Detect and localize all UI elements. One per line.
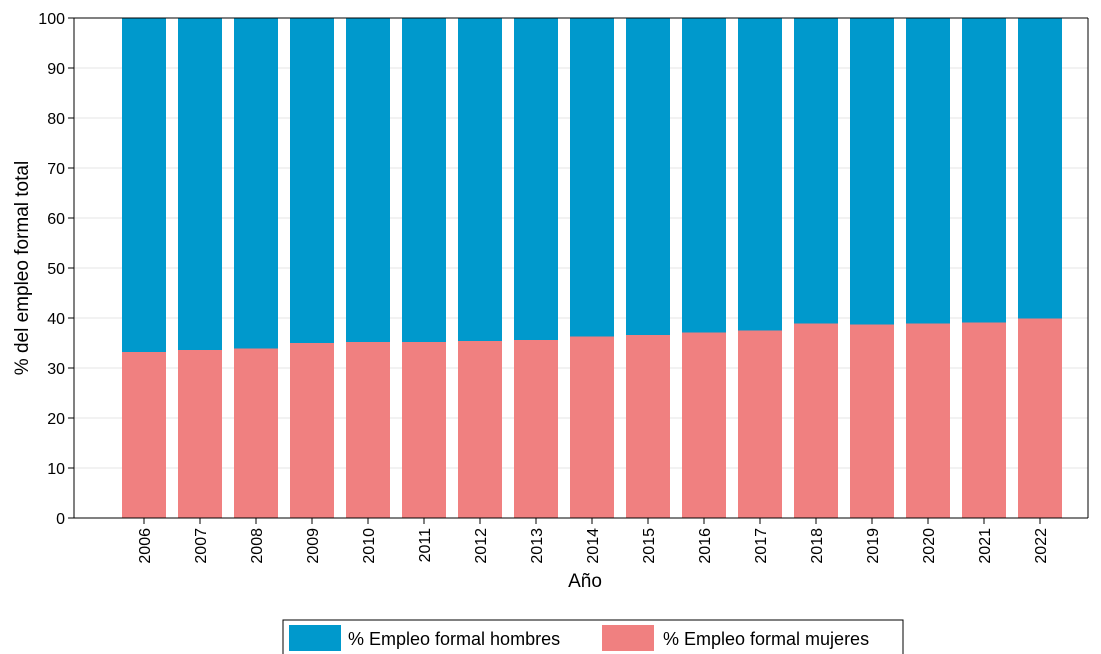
bar-mujeres-2019 [850, 324, 894, 518]
x-tick-label: 2018 [809, 528, 826, 564]
bar-hombres-2008 [234, 18, 278, 349]
bar-mujeres-2021 [962, 322, 1006, 518]
x-tick-label: 2008 [249, 528, 266, 564]
y-tick-label: 50 [47, 261, 65, 278]
bars [122, 18, 1062, 518]
bar-hombres-2009 [290, 18, 334, 343]
y-tick-label: 70 [47, 161, 65, 178]
x-tick-label: 2020 [921, 528, 938, 564]
y-tick-label: 30 [47, 361, 65, 378]
y-tick-label: 60 [47, 211, 65, 228]
x-tick-label: 2017 [753, 528, 770, 564]
bar-hombres-2010 [346, 18, 390, 342]
legend-box [282, 619, 904, 654]
x-axis-title: Año [568, 571, 602, 592]
bar-hombres-2020 [906, 18, 950, 324]
bar-hombres-2011 [402, 18, 446, 342]
y-tick-label: 10 [47, 461, 65, 478]
y-ticks: 0 10 20 30 40 50 60 70 80 90 100 [38, 11, 74, 528]
bar-mujeres-2011 [402, 342, 446, 518]
legend-swatch-hombres [289, 625, 341, 651]
x-tick-label: 2009 [305, 528, 322, 564]
bar-hombres-2017 [738, 18, 782, 331]
legend-label-hombres: % Empleo formal hombres [348, 629, 560, 649]
legend-swatch-mujeres [602, 625, 654, 651]
bar-hombres-2018 [794, 18, 838, 324]
x-ticks: 2006 2007 2008 2009 2010 2011 2012 2013 2014 2015… [137, 518, 1050, 564]
x-tick-label: 2010 [361, 528, 378, 564]
bar-mujeres-2012 [458, 341, 502, 518]
x-tick-label: 2015 [641, 528, 658, 564]
bar-hombres-2012 [458, 18, 502, 341]
bar-mujeres-2016 [682, 332, 726, 518]
bar-hombres-2016 [682, 18, 726, 333]
bar-mujeres-2022 [1018, 318, 1062, 518]
bar-mujeres-2007 [178, 350, 222, 518]
bar-hombres-2021 [962, 18, 1006, 323]
x-tick-label: 2012 [473, 528, 490, 564]
legend: % Empleo formal hombres % Empleo formal m… [282, 619, 904, 654]
bar-mujeres-2015 [626, 335, 670, 518]
x-tick-label: 2014 [585, 528, 602, 564]
x-tick-label: 2007 [193, 528, 210, 564]
y-axis-title: % del empleo formal total [12, 161, 33, 375]
bar-hombres-2013 [514, 18, 558, 340]
bar-mujeres-2009 [290, 343, 334, 518]
legend-label-mujeres: % Empleo formal mujeres [663, 629, 869, 649]
bar-mujeres-2014 [570, 336, 614, 518]
x-tick-label: 2022 [1033, 528, 1050, 564]
bar-hombres-2019 [850, 18, 894, 325]
y-tick-label: 80 [47, 111, 65, 128]
x-tick-label: 2011 [417, 528, 434, 563]
x-tick-label: 2019 [865, 528, 882, 564]
bar-hombres-2015 [626, 18, 670, 335]
bar-hombres-2006 [122, 18, 166, 352]
y-tick-label: 90 [47, 61, 65, 78]
bar-hombres-2022 [1018, 18, 1062, 319]
bar-mujeres-2010 [346, 342, 390, 518]
x-tick-label: 2021 [977, 528, 994, 564]
y-tick-label: 0 [56, 511, 65, 528]
bar-mujeres-2018 [794, 323, 838, 518]
bar-mujeres-2017 [738, 330, 782, 518]
y-tick-label: 100 [38, 11, 65, 28]
bar-hombres-2007 [178, 18, 222, 350]
bar-mujeres-2006 [122, 352, 166, 518]
x-tick-label: 2016 [697, 528, 714, 564]
y-tick-label: 40 [47, 311, 65, 328]
bar-mujeres-2013 [514, 340, 558, 518]
x-tick-label: 2006 [137, 528, 154, 564]
bar-mujeres-2020 [906, 323, 950, 518]
x-tick-label: 2013 [529, 528, 546, 564]
y-tick-label: 20 [47, 411, 65, 428]
bar-hombres-2014 [570, 18, 614, 337]
bar-mujeres-2008 [234, 348, 278, 518]
axes [73, 17, 1089, 519]
